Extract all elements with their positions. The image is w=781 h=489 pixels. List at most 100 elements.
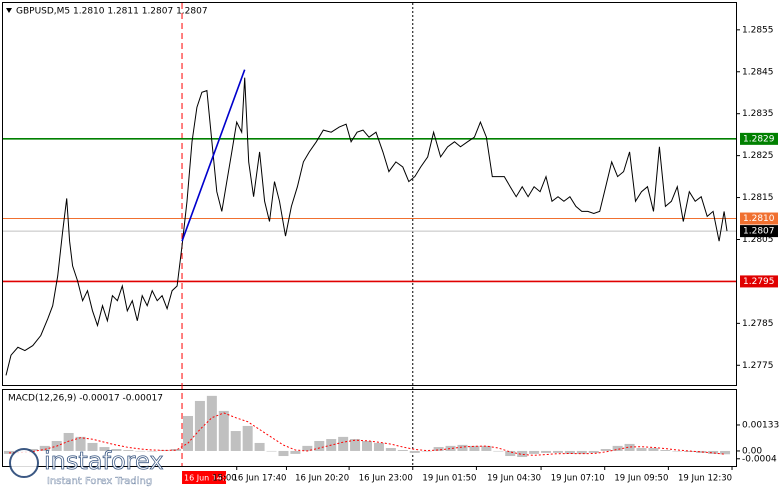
- macd-bar: [576, 450, 587, 454]
- macd-bar: [147, 450, 158, 452]
- macd-bar: [517, 450, 528, 458]
- macd-bar: [63, 432, 74, 451]
- macd-bar: [230, 431, 241, 451]
- macd-bar: [362, 440, 373, 451]
- macd-bar: [75, 436, 86, 451]
- macd-bar: [421, 450, 432, 452]
- y-tick-label: 1.2785: [742, 319, 774, 329]
- macd-bar: [290, 450, 301, 454]
- y-tick-label: 0.00: [742, 446, 762, 456]
- macd-bar: [242, 425, 253, 451]
- macd-bar: [99, 447, 110, 451]
- y-tick-label: 1.2835: [742, 109, 774, 119]
- macd-bar: [218, 410, 229, 451]
- macd-frame: [2, 389, 737, 467]
- macd-bar: [87, 442, 98, 451]
- macd-bar: [385, 448, 396, 451]
- macd-bar: [648, 448, 659, 451]
- watermark-subtitle: Instant Forex Trading: [47, 476, 152, 487]
- macd-bar: [708, 450, 719, 454]
- watermark: instaforex Instant Forex Trading: [9, 447, 164, 487]
- level-label: 1.2795: [743, 277, 775, 287]
- level-label: 1.2829: [743, 134, 775, 144]
- macd-bar: [493, 450, 504, 452]
- macd-bar: [182, 415, 193, 451]
- macd-bar: [696, 450, 707, 453]
- level-label: 1.2807: [743, 227, 775, 237]
- macd-bar: [612, 445, 623, 451]
- watermark-logo: [9, 448, 39, 478]
- macd-bar: [720, 450, 731, 455]
- macd-bar: [600, 449, 611, 451]
- macd-bar: [171, 449, 182, 451]
- macd-bar: [469, 445, 480, 451]
- x-tick-label: 19 Jun 07:10: [551, 474, 605, 484]
- macd-title: MACD(12,26,9) -0.00017 -0.00017: [8, 394, 163, 404]
- macd-bar: [350, 439, 361, 451]
- y-tick-label: 1.2845: [742, 67, 774, 77]
- macd-bar: [409, 450, 420, 453]
- macd-bar: [445, 445, 456, 451]
- price-frame: [2, 2, 737, 386]
- x-tick-label: 16 Jun 17:40: [232, 474, 286, 484]
- x-tick-label: 19 Jun 04:30: [487, 474, 541, 484]
- macd-bar: [159, 449, 170, 451]
- level-label-box: [740, 275, 778, 288]
- y-tick-label: 1.2775: [742, 361, 774, 371]
- macd-bar: [3, 450, 14, 454]
- y-tick-label: 0.00133: [742, 420, 779, 430]
- macd-bar: [206, 395, 217, 451]
- y-tick-label: 1.2815: [742, 193, 774, 203]
- macd-bar: [457, 444, 468, 451]
- level-label: 1.2810: [743, 214, 775, 224]
- x-tick-label: 16 Jun 23:00: [359, 474, 413, 484]
- time-marker-label: 16 Jun 14:25: [184, 474, 235, 483]
- macd-bar: [266, 450, 277, 452]
- macd-bar: [278, 450, 289, 457]
- trend-line: [181, 69, 246, 242]
- chart-title: GBPUSD,M5 1.2810 1.2811 1.2807 1.2807: [16, 7, 208, 17]
- macd-bar: [541, 450, 552, 453]
- macd-bar: [564, 450, 575, 454]
- y-tick-label: 1.2825: [742, 151, 774, 161]
- macd-bar: [373, 442, 384, 451]
- x-tick-label: 19 Jun 01:50: [422, 474, 476, 484]
- macd-bar: [552, 450, 563, 453]
- y-tick-label: 1.2805: [742, 235, 774, 245]
- x-tick-label: 19 Jun 12:30: [678, 474, 732, 484]
- macd-bar: [624, 443, 635, 451]
- macd-bar: [588, 450, 599, 453]
- level-label-box: [740, 225, 778, 238]
- macd-bar: [433, 447, 444, 451]
- macd-bar: [672, 450, 683, 452]
- x-tick-label: 16 Jun 20:20: [295, 474, 349, 484]
- y-tick-label: -0.0004: [742, 454, 777, 464]
- macd-bar: [194, 400, 205, 451]
- macd-bar: [254, 442, 265, 451]
- macd-bar: [481, 445, 492, 451]
- macd-bar: [111, 449, 122, 451]
- macd-bar: [314, 440, 325, 451]
- x-tick-label: 15:00: [212, 474, 237, 484]
- price-line: [5, 77, 728, 376]
- level-label-box: [740, 132, 778, 145]
- time-marker-box: [182, 471, 227, 484]
- title-icon: [6, 8, 12, 13]
- macd-bar: [397, 449, 408, 451]
- x-tick-label: 19 Jun 09:50: [614, 474, 668, 484]
- macd-bar: [660, 449, 671, 451]
- macd-bar: [39, 445, 50, 451]
- macd-bar: [684, 450, 695, 452]
- watermark-title: instaforex: [44, 447, 164, 475]
- macd-bar: [338, 436, 349, 451]
- macd-bar: [529, 450, 540, 454]
- macd-bar: [135, 450, 146, 452]
- macd-bar: [27, 449, 38, 451]
- macd-bar: [302, 445, 313, 451]
- level-label-box: [740, 212, 778, 225]
- macd-bar: [505, 450, 516, 457]
- y-tick-label: 1.2855: [742, 25, 774, 35]
